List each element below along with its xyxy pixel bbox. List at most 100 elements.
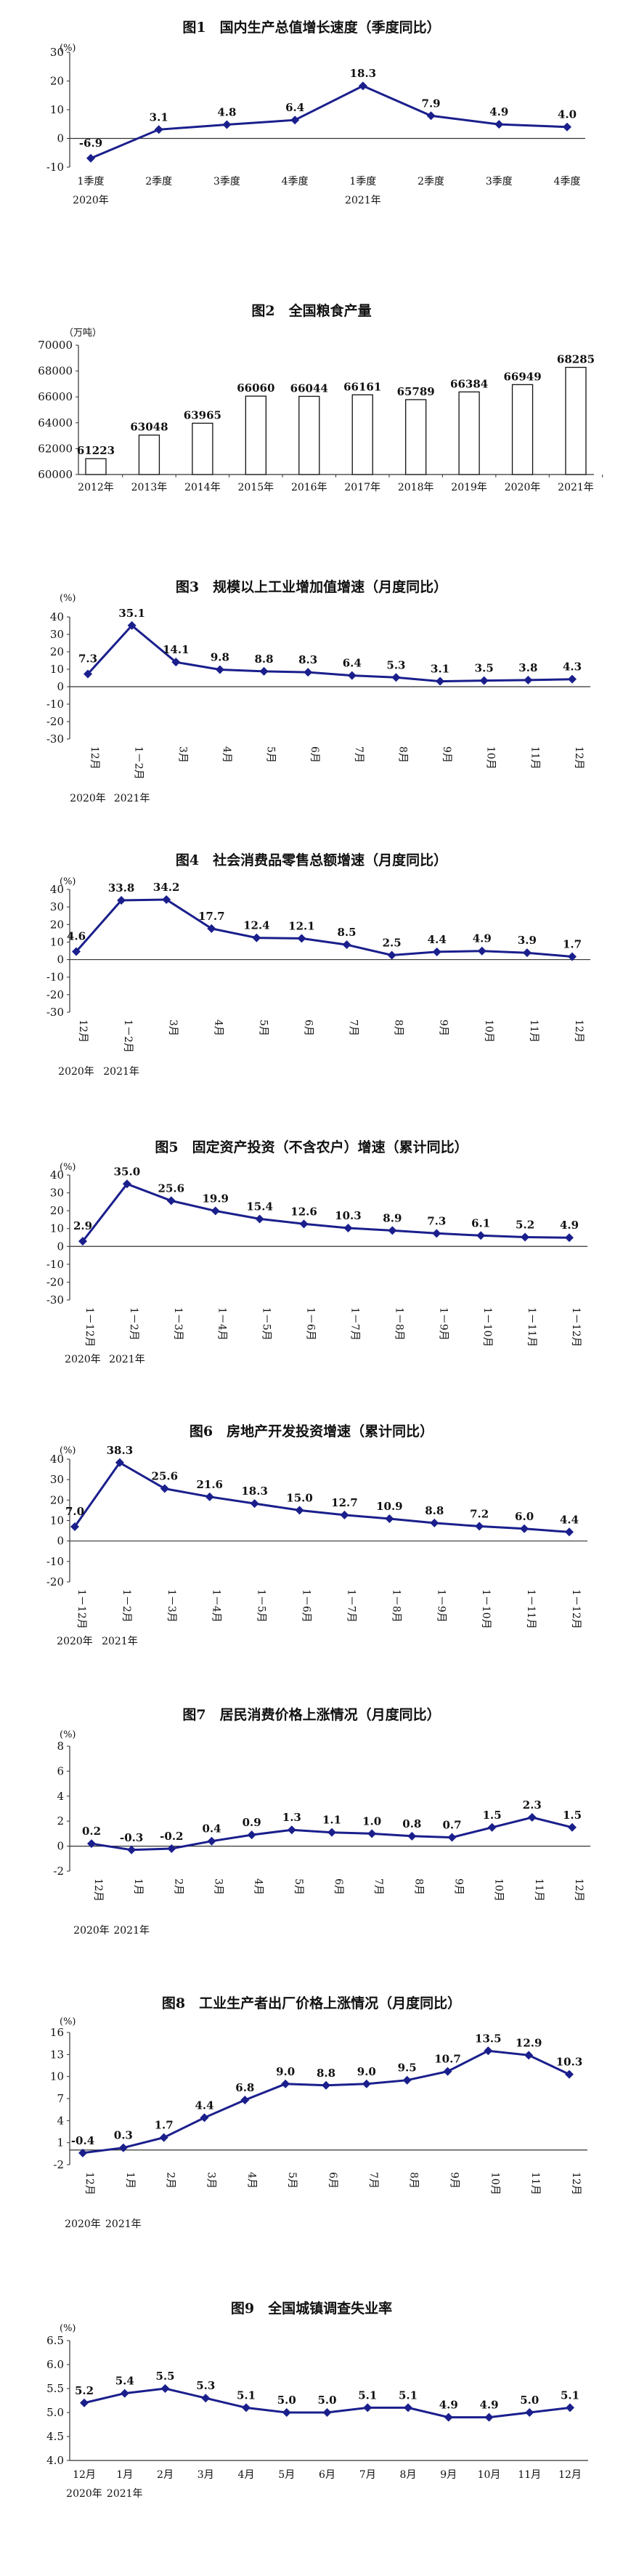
- data-label: 0.2: [82, 1825, 101, 1838]
- data-point: [222, 120, 232, 129]
- x-tick-label: 2月: [157, 2469, 174, 2481]
- series-line: [90, 84, 568, 160]
- data-label: 65789: [397, 385, 435, 398]
- unit-label: (%): [60, 2016, 76, 2027]
- data-label: 63048: [130, 421, 168, 434]
- data-point: [211, 1206, 220, 1216]
- data-label: -0.4: [71, 2134, 94, 2147]
- chart-title: 图8 工业生产者出厂价格上涨情况（月度同比）: [162, 1995, 461, 2011]
- data-label: 9.5: [398, 2062, 417, 2075]
- data-label: 6.1: [471, 1216, 490, 1230]
- x-tick-label: 1－4月: [216, 1307, 228, 1341]
- y-tick-label: 0: [57, 132, 64, 145]
- y-tick-label: 70000: [38, 339, 73, 352]
- x-tick-label: 10月: [478, 2469, 501, 2481]
- y-tick-label: 10: [50, 663, 64, 676]
- y-tick-label: 30: [50, 1473, 64, 1486]
- data-point: [299, 1219, 309, 1229]
- chart-8: 图8 工业生产者出厂价格上涨情况（月度同比） (%) -2 1 4 7 10 13 16 -0.4…: [50, 1995, 587, 2230]
- x-tick-label: 12月: [558, 2469, 582, 2481]
- y-tick-label: 20: [50, 1204, 64, 1217]
- data-point: [568, 1822, 577, 1832]
- x-tick-label: 1季度: [349, 176, 376, 187]
- x-tick-label: 10月: [493, 1878, 505, 1902]
- data-label: -0.3: [120, 1831, 143, 1844]
- y-tick-label: 4.5: [46, 2430, 64, 2443]
- x-tick-label: 5月: [265, 746, 277, 763]
- data-point: [87, 1839, 96, 1849]
- data-point: [295, 1506, 304, 1515]
- bar: [565, 366, 587, 475]
- data-point: [387, 950, 396, 960]
- y-tick-label: 0: [57, 953, 64, 966]
- data-point: [297, 934, 306, 943]
- y-tick-label: 20: [50, 918, 64, 931]
- data-point: [252, 933, 261, 942]
- data-label: 4.6: [67, 929, 86, 942]
- data-label: -0.2: [160, 1830, 183, 1843]
- data-point: [122, 1179, 131, 1189]
- data-point: [404, 2403, 412, 2413]
- data-label: 35.0: [114, 1165, 141, 1178]
- series-line: [75, 898, 573, 958]
- x-tick-label: 1－11月: [526, 1307, 537, 1347]
- data-label: 25.6: [152, 1470, 179, 1483]
- y-tick-label: 16: [50, 2026, 64, 2039]
- y-tick-label: 10: [50, 1514, 64, 1527]
- bar: [192, 422, 213, 475]
- data-label: 0.7: [442, 1819, 461, 1832]
- data-point: [484, 2413, 494, 2422]
- data-label: 12.7: [331, 1496, 358, 1509]
- x-tick-label: 3月: [198, 2469, 214, 2481]
- y-tick-label: -10: [46, 1258, 64, 1271]
- y-tick-label: 10: [50, 103, 64, 116]
- data-point: [327, 1828, 336, 1837]
- data-label: 3.9: [518, 934, 537, 947]
- x-tick-label: 1－12月: [76, 1589, 87, 1629]
- x-tick-label: 1－10月: [481, 1307, 493, 1347]
- x-tick-label: 11月: [518, 2469, 541, 2481]
- y-tick-label: -30: [46, 732, 64, 746]
- data-point: [494, 120, 504, 129]
- series-line: [86, 623, 573, 683]
- data-point: [86, 153, 95, 163]
- year-label: 2021年: [113, 1925, 150, 1937]
- data-point: [200, 2113, 209, 2123]
- y-tick-label: 4: [57, 2114, 64, 2127]
- data-point: [563, 122, 571, 132]
- x-tick-label: 4月: [245, 2172, 257, 2189]
- x-tick-label: 3月: [213, 1878, 224, 1895]
- data-point: [521, 1232, 530, 1242]
- data-label: 66384: [450, 377, 488, 390]
- x-tick-label: 7月: [372, 1878, 384, 1895]
- year-label: 2020年: [65, 2218, 101, 2230]
- data-point: [117, 895, 126, 905]
- data-point: [430, 1518, 439, 1527]
- data-label: 2.9: [73, 1219, 92, 1232]
- data-point: [207, 924, 216, 933]
- chart-title: 图2 全国粮食产量: [251, 302, 371, 319]
- data-point: [259, 666, 269, 676]
- y-tick-label: 60000: [38, 468, 73, 481]
- y-tick-label: 6.0: [46, 2358, 64, 2371]
- x-tick-label: 6月: [333, 1878, 344, 1895]
- y-tick-label: 30: [50, 900, 64, 913]
- year-label: 2020年: [65, 1354, 101, 1365]
- x-tick-label: 4季度: [554, 176, 581, 187]
- bar: [138, 435, 160, 475]
- data-label: 0.9: [243, 1816, 261, 1829]
- y-tick-label: 13: [50, 2048, 64, 2061]
- data-point: [127, 621, 137, 630]
- y-tick-label: 62000: [38, 442, 73, 455]
- data-label: 12.4: [243, 919, 270, 932]
- x-tick-label: 3月: [167, 1020, 179, 1036]
- data-point: [166, 1196, 176, 1206]
- chart-title: 图3 规模以上工业增加值增速（月度同比）: [176, 578, 447, 595]
- data-label: 0.3: [114, 2129, 133, 2142]
- data-label: 1.7: [155, 2119, 174, 2132]
- x-tick-label: 9月: [438, 1020, 449, 1036]
- y-tick-label: 7: [57, 2092, 64, 2105]
- unit-label: （万吨）: [64, 328, 102, 339]
- data-point: [340, 1510, 349, 1519]
